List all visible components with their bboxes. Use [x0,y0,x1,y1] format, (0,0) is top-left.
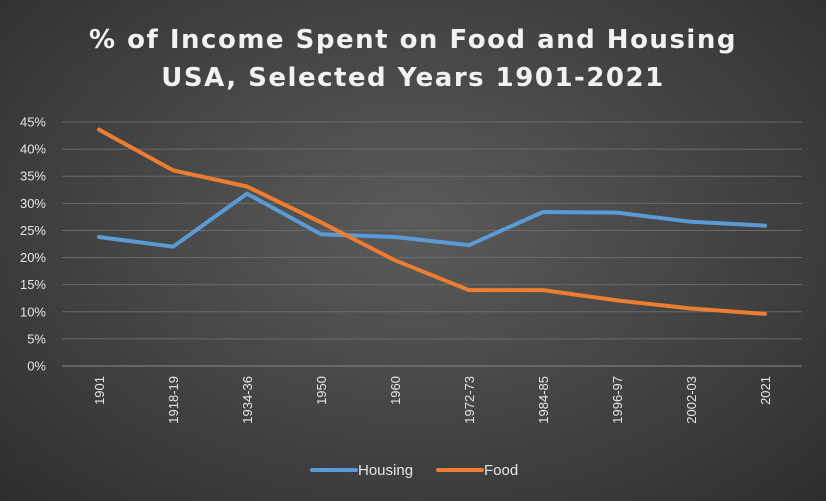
y-tick-label: 25% [20,223,46,238]
x-tick-label: 2002-03 [684,376,699,424]
series-line-food [97,127,767,316]
x-tick-label: 1960 [388,376,403,405]
legend-label-food: Food [484,462,518,479]
gridlines [62,121,802,367]
x-axis: 1901 1918-19 1934-36 1950 1960 1972-73 1984-85… [92,376,773,424]
x-tick-label: 1901 [92,376,107,405]
y-tick-label: 35% [20,169,46,184]
y-axis: 0% 5% 10% 15% 20% 25% 30% 35% 40% 45% [20,115,46,374]
x-tick-label: 1984-85 [536,376,551,424]
legend-label-housing: Housing [358,462,413,479]
y-tick-label: 5% [27,331,46,346]
y-tick-label: 30% [20,196,46,211]
x-tick-label: 1934-36 [240,376,255,424]
y-tick-label: 20% [20,250,46,265]
series-line-housing [97,191,767,249]
chart-title: % of Income Spent on Food and Housing [89,25,737,55]
y-tick-label: 45% [20,115,46,130]
x-tick-label: 1972-73 [462,376,477,424]
y-tick-label: 40% [20,142,46,157]
y-tick-label: 0% [27,359,46,374]
legend: Housing Food [310,462,518,479]
chart-subtitle: USA, Selected Years 1901-2021 [161,63,664,93]
series [97,127,767,316]
x-tick-label: 1918-19 [166,376,181,424]
y-tick-label: 15% [20,277,46,292]
x-tick-label: 1996-97 [610,376,625,424]
y-tick-label: 10% [20,304,46,319]
x-tick-label: 1950 [314,376,329,405]
x-tick-label: 2021 [758,376,773,405]
